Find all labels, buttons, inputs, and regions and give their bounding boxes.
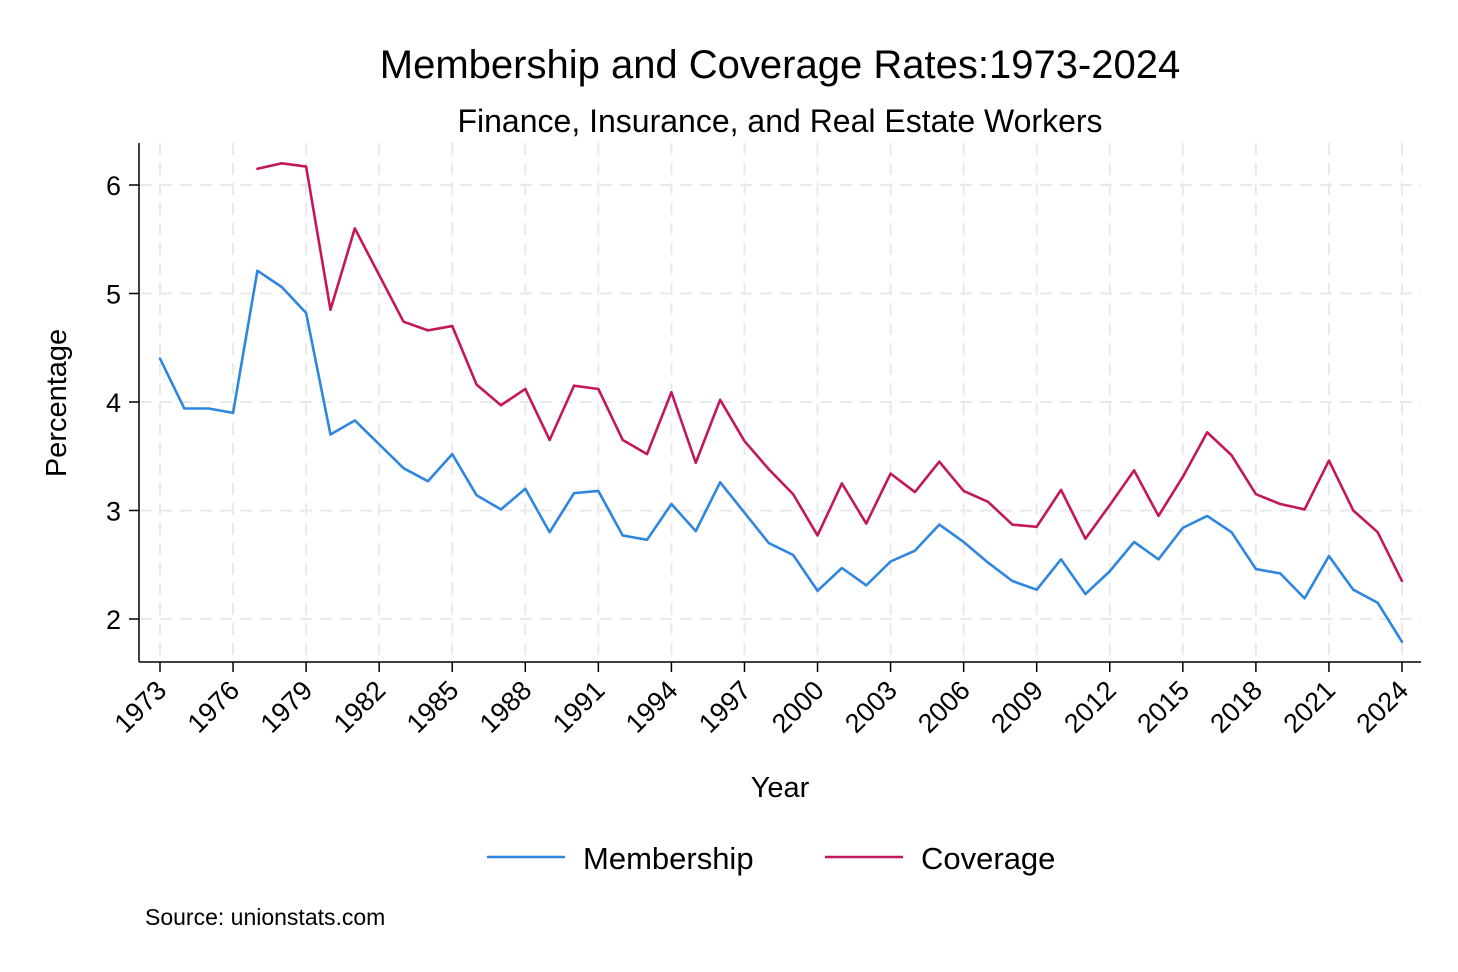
x-tick-label: 2006: [912, 675, 976, 739]
y-tick-label: 3: [106, 497, 121, 527]
y-tick-label: 6: [106, 171, 121, 201]
y-axis-title: Percentage: [41, 329, 73, 477]
x-tick-label: 1973: [109, 675, 173, 739]
x-tick-label: 1976: [182, 675, 246, 739]
x-tick-label: 1991: [547, 675, 611, 739]
series-line-coverage: [256, 162, 1404, 583]
x-tick-label: 1985: [401, 675, 465, 739]
chart-title: Membership and Coverage Rates:1973-2024: [380, 43, 1181, 87]
x-tick-label: 2021: [1277, 675, 1341, 739]
x-tick-label: 2012: [1058, 675, 1122, 739]
y-tick-label: 2: [106, 605, 121, 635]
x-tick-label: 1979: [255, 675, 319, 739]
x-tick-label: 2015: [1131, 675, 1195, 739]
grid: [140, 143, 1421, 661]
x-tick-label: 1982: [328, 675, 392, 739]
source-note: Source: unionstats.com: [145, 904, 385, 930]
x-tick-label: 1988: [474, 675, 538, 739]
legend-label-coverage: Coverage: [921, 841, 1055, 876]
x-tick-label: 2024: [1351, 675, 1415, 739]
legend-label-membership: Membership: [583, 841, 754, 876]
x-tick-label: 1994: [620, 675, 684, 739]
x-tick-label: 2009: [985, 675, 1049, 739]
plot-area: [158, 162, 1404, 644]
chart-subtitle: Finance, Insurance, and Real Estate Work…: [457, 103, 1102, 139]
y-tick-label: 4: [106, 388, 121, 418]
axes: 2 3 4 5 6 1973 1976 1979 1982 1985 1988 1991 1994 199…: [106, 143, 1421, 739]
x-tick-label: 2018: [1204, 675, 1268, 739]
y-tick-label: 5: [106, 280, 121, 310]
x-tick-label: 2003: [839, 675, 903, 739]
x-tick-label: 2000: [766, 675, 830, 739]
x-axis-title: Year: [751, 772, 810, 804]
x-tick-label: 1997: [693, 675, 757, 739]
series-line-membership: [158, 269, 1404, 644]
legend: Membership Coverage: [487, 841, 1055, 876]
